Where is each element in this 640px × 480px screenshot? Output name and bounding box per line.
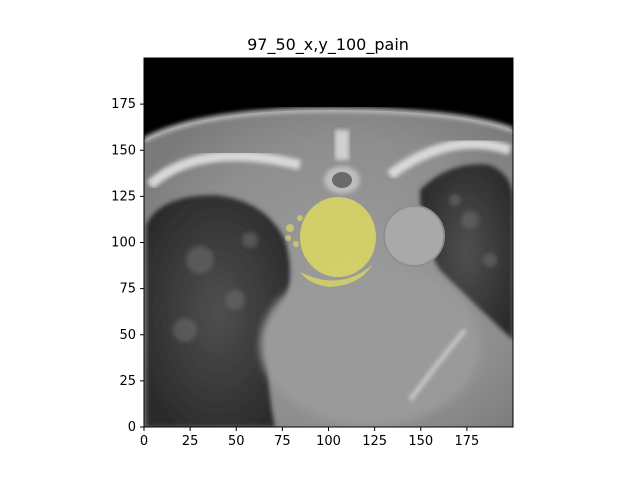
x-tick-label: 175: [454, 434, 479, 449]
ct-scan-image: [144, 58, 513, 427]
plot-title: 97_50_x,y_100_pain: [247, 35, 409, 55]
segmentation-overlay: [285, 197, 376, 287]
y-tick-label: 150: [111, 143, 136, 158]
x-tick-label: 150: [408, 434, 433, 449]
x-tick-label: 125: [362, 434, 387, 449]
y-tick-label: 75: [119, 282, 136, 297]
x-axis: 0 25 50 75 100 125 150 175: [140, 427, 479, 449]
y-tick-label: 25: [119, 374, 136, 389]
y-tick-label: 125: [111, 189, 136, 204]
y-tick-label: 0: [128, 420, 136, 435]
x-tick-label: 50: [228, 434, 245, 449]
y-tick-label: 50: [119, 328, 136, 343]
y-tick-label: 175: [111, 97, 136, 112]
x-tick-label: 25: [182, 434, 199, 449]
x-tick-label: 0: [140, 434, 148, 449]
y-axis: 0 25 50 75 100 125 150 175: [111, 97, 144, 435]
x-tick-label: 100: [316, 434, 341, 449]
y-tick-label: 100: [111, 236, 136, 251]
x-tick-label: 75: [274, 434, 291, 449]
